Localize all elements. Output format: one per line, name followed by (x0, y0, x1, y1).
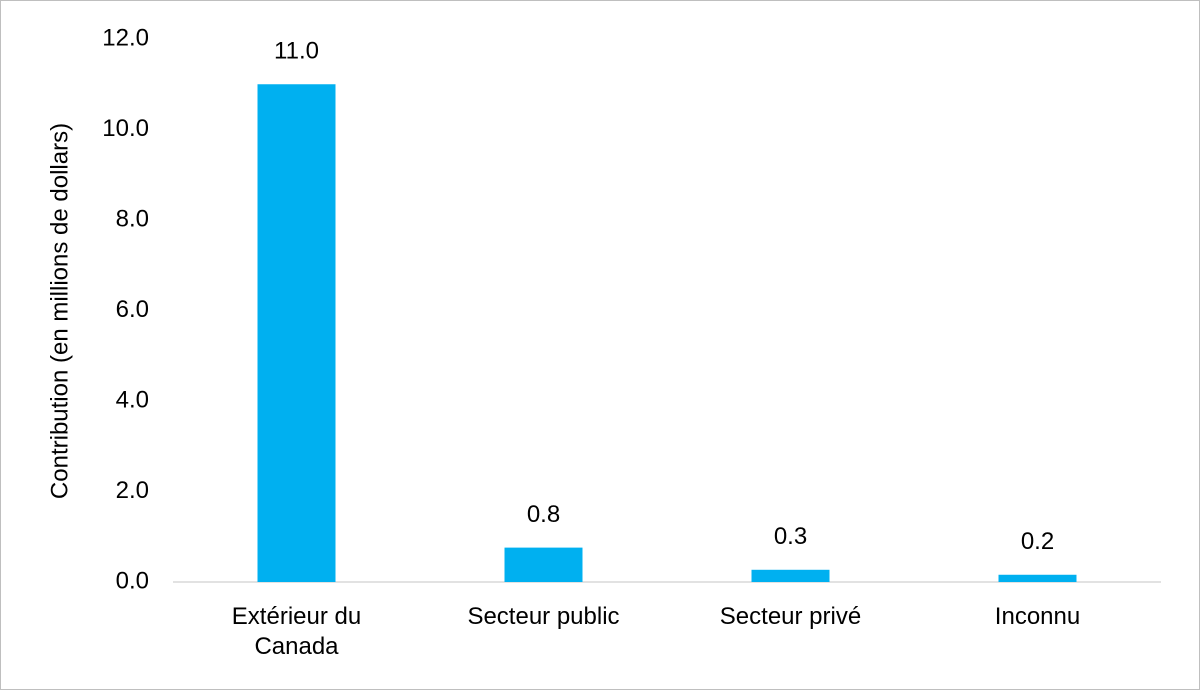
value-label: 11.0 (274, 38, 319, 65)
y-tick-label: 8.0 (116, 205, 149, 232)
bar (504, 547, 583, 582)
bar (257, 84, 336, 582)
y-tick-label: 12.0 (102, 24, 149, 51)
y-axis-title: Contribution (en millions de dollars) (46, 123, 73, 499)
value-label: 0.3 (774, 523, 807, 550)
x-tick-label: Inconnu (994, 603, 1081, 630)
bar (751, 569, 830, 582)
y-tick-label: 6.0 (116, 296, 149, 323)
x-tick-label: Secteur privé (719, 603, 862, 630)
y-tick-label: 10.0 (102, 115, 149, 142)
y-tick-label: 0.0 (116, 567, 149, 594)
y-tick-label: 4.0 (116, 386, 149, 413)
bar (998, 574, 1077, 582)
x-tick-label: Secteur public (467, 603, 620, 630)
y-tick-label: 2.0 (116, 477, 149, 504)
x-tick-label: Extérieur du Canada (231, 603, 362, 660)
value-label: 0.2 (1021, 528, 1054, 555)
value-label: 0.8 (527, 501, 560, 528)
